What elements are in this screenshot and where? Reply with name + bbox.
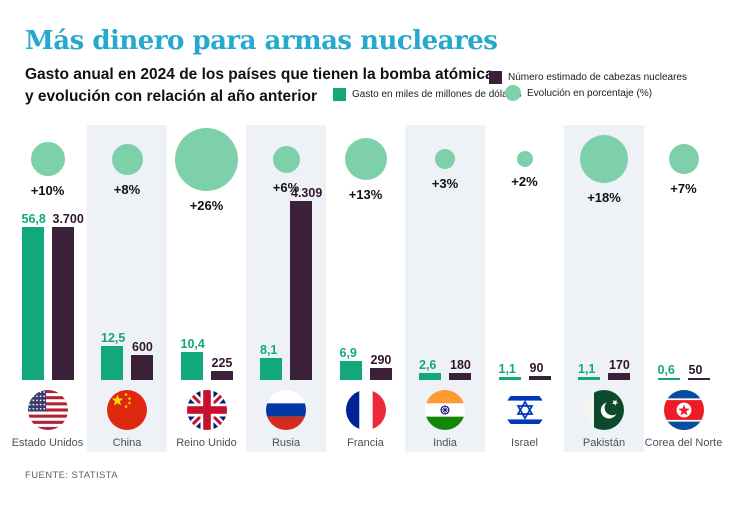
spending-value-israel: 1,1 [498, 362, 516, 377]
evolution-circle-china [111, 143, 143, 175]
corea-del-norte-flag-icon [663, 390, 704, 430]
pakistan-flag-icon [584, 390, 624, 430]
francia-flag-icon [345, 390, 386, 430]
evolution-label-china: +8% [113, 181, 141, 197]
warheads-value-francia: 290 [370, 352, 392, 367]
spending-value-china: 12,5 [101, 331, 126, 346]
warheads-swatch-icon [489, 71, 502, 84]
country-label-rusia: Rusia [271, 437, 301, 449]
legend-item-evolution: Evolución en porcentaje (%) [505, 85, 652, 101]
country-label-francia: Francia [347, 437, 384, 449]
warheads-value-israel: 90 [529, 361, 544, 376]
spending-value-india: 2,6 [419, 357, 437, 372]
source-note: FUENTE: STATISTA [25, 470, 118, 481]
spending-value-estado-unidos: 56,8 [21, 211, 46, 226]
warheads-bar-pakistan [608, 372, 630, 380]
country-label-corea-del-norte: Corea del Norte [644, 437, 723, 449]
spending-value-pakistan: 1,1 [578, 362, 596, 377]
country-label-estado-unidos: Estado Unidos [11, 437, 84, 449]
evolution-label-rusia: +6% [272, 179, 300, 195]
country-label-pakistan: Pakistán [582, 437, 626, 449]
evolution-circle-reino-unido [175, 127, 238, 191]
legend-item-warheads: Número estimado de cabezas nucleares [489, 71, 687, 84]
country-label-india: India [433, 437, 457, 449]
warheads-value-estado-unidos: 3.700 [52, 211, 84, 226]
evolution-label-francia: +13% [348, 187, 383, 202]
evolution-label-reino-unido: +26% [189, 197, 224, 213]
spending-bar-india [419, 372, 441, 380]
india-flag-icon [425, 390, 465, 430]
warheads-value-corea-del-norte: 50 [688, 362, 703, 377]
warheads-bar-estado-unidos [51, 226, 74, 380]
evolution-label-india: +3% [431, 176, 459, 191]
china-flag-icon [107, 390, 147, 430]
evolution-label-corea-del-norte: +7% [670, 181, 697, 196]
warheads-value-reino-unido: 225 [211, 355, 233, 370]
warheads-value-india: 180 [450, 357, 471, 372]
warheads-bar-reino-unido [210, 370, 233, 380]
evolution-circle-corea-del-norte [668, 144, 699, 174]
page-title: Más dinero para armas nucleares [25, 26, 498, 56]
warheads-bar-rusia [290, 201, 312, 380]
evolution-circle-pakistan [580, 135, 628, 183]
country-label-israel: Israel [511, 437, 538, 449]
spending-value-reino-unido: 10,4 [180, 336, 205, 351]
warheads-value-rusia: 4.309 [291, 186, 323, 201]
israel-flag-icon [504, 390, 545, 430]
spending-value-corea-del-norte: 0,6 [657, 362, 675, 377]
legend-item-spending: Gasto en miles de millones de dólares [333, 88, 522, 101]
evolution-label-estado-unidos: +10% [30, 183, 65, 198]
warheads-bar-israel [528, 376, 551, 380]
reino-unido-flag-icon [186, 390, 227, 430]
spending-bar-china [101, 346, 123, 380]
spending-bar-rusia [260, 358, 282, 380]
evolution-circle-icon [505, 85, 521, 101]
country-label-reino-unido: Reino Unido [176, 437, 237, 449]
spending-bar-reino-unido [180, 351, 203, 380]
evolution-circle-india [435, 149, 455, 169]
evolution-circle-francia [344, 138, 387, 180]
spending-value-francia: 6,9 [339, 346, 357, 361]
spending-bar-estado-unidos [21, 226, 44, 380]
warheads-bar-china [131, 355, 153, 380]
spending-bar-corea-del-norte [657, 377, 680, 380]
legend-evolution-label: Evolución en porcentaje (%) [527, 87, 653, 99]
spending-swatch-icon [333, 88, 346, 101]
rusia-flag-icon [266, 390, 306, 430]
country-label-china: China [112, 437, 142, 449]
subtitle-line-2: y evolución con relación al año anterior [25, 88, 317, 105]
evolution-circle-estado-unidos [30, 142, 65, 176]
legend-spending-label: Gasto en miles de millones de dólares [352, 89, 522, 100]
warheads-bar-india [449, 372, 471, 380]
evolution-label-pakistan: +18% [587, 190, 621, 205]
warheads-bar-corea-del-norte [687, 377, 710, 380]
warheads-value-china: 600 [132, 340, 153, 355]
estado-unidos-flag-icon [27, 390, 68, 430]
legend-warheads-label: Número estimado de cabezas nucleares [508, 72, 687, 83]
chart-subtitle: Gasto anual en 2024 de los países que ti… [25, 64, 498, 108]
warheads-value-pakistan: 170 [609, 357, 630, 372]
evolution-label-israel: +2% [511, 174, 538, 189]
subtitle-line-1: Gasto anual en 2024 de los países que ti… [25, 66, 498, 83]
spending-bar-israel [498, 377, 521, 380]
evolution-circle-rusia [272, 145, 300, 173]
evolution-circle-israel [516, 151, 533, 167]
spending-bar-francia [339, 361, 362, 380]
spending-bar-pakistan [578, 377, 600, 380]
warheads-bar-francia [369, 367, 392, 380]
spending-value-rusia: 8,1 [260, 343, 278, 358]
